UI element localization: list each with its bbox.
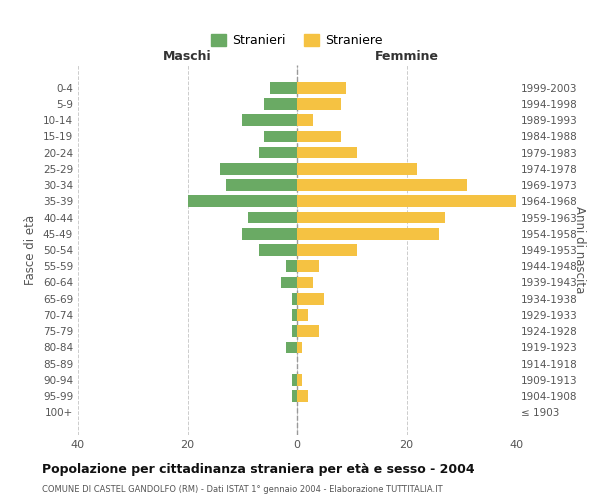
Bar [297,309,308,321]
Bar [297,147,357,158]
Bar [259,244,297,256]
Bar [297,196,516,207]
Bar [292,374,297,386]
Legend: Stranieri, Straniere: Stranieri, Straniere [207,30,387,51]
Bar [242,114,297,126]
Bar [297,374,302,386]
Bar [297,276,313,288]
Bar [286,260,297,272]
Bar [187,196,297,207]
Bar [242,228,297,239]
Bar [297,342,302,353]
Bar [292,390,297,402]
Bar [297,98,341,110]
Text: COMUNE DI CASTEL GANDOLFO (RM) - Dati ISTAT 1° gennaio 2004 - Elaborazione TUTTI: COMUNE DI CASTEL GANDOLFO (RM) - Dati IS… [42,485,443,494]
Bar [297,130,341,142]
Bar [297,293,325,304]
Bar [281,276,297,288]
Bar [259,147,297,158]
Bar [297,390,308,402]
Bar [297,326,319,337]
Bar [292,309,297,321]
Bar [269,82,297,94]
Y-axis label: Anni di nascita: Anni di nascita [573,206,586,294]
Bar [297,260,319,272]
Bar [264,130,297,142]
Text: Femmine: Femmine [374,50,439,64]
Bar [220,163,297,174]
Bar [264,98,297,110]
Bar [226,179,297,191]
Bar [297,82,346,94]
Bar [297,114,313,126]
Bar [286,342,297,353]
Bar [297,179,467,191]
Bar [297,228,439,239]
Bar [292,326,297,337]
Text: Popolazione per cittadinanza straniera per età e sesso - 2004: Popolazione per cittadinanza straniera p… [42,462,475,475]
Bar [297,244,357,256]
Bar [292,293,297,304]
Bar [248,212,297,224]
Bar [297,163,418,174]
Y-axis label: Fasce di età: Fasce di età [25,215,37,285]
Bar [297,212,445,224]
Text: Maschi: Maschi [163,50,212,64]
